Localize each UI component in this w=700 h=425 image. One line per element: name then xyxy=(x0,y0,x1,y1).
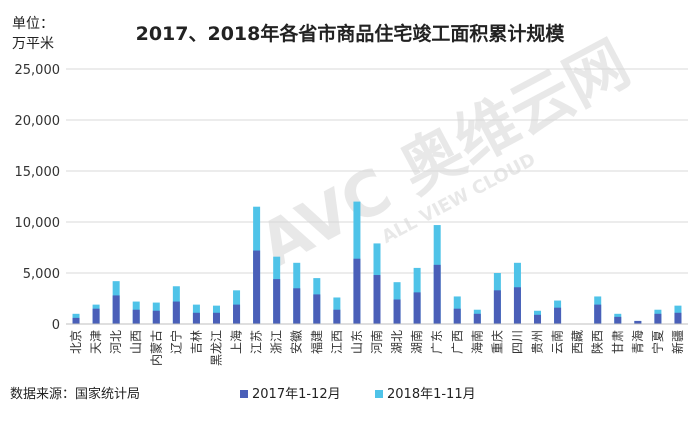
y-tick-label: 25,000 xyxy=(15,63,61,78)
legend-swatch-2018 xyxy=(375,390,383,398)
x-tick-label: 西藏 xyxy=(571,330,585,354)
x-tick-label: 吉林 xyxy=(189,330,203,354)
bar-2017-1 xyxy=(72,317,80,324)
x-tick-label: 甘肃 xyxy=(611,330,625,354)
x-tick-label: 福建 xyxy=(309,330,324,354)
bar-2017-6 xyxy=(172,301,180,324)
bar-2017-19 xyxy=(433,264,441,324)
unit-label-line2: 万平米 xyxy=(12,36,54,52)
x-tick-label: 安徽 xyxy=(289,330,304,354)
x-tick-label: 陕西 xyxy=(590,330,605,354)
bar-2017-24 xyxy=(534,314,542,324)
unit-label-line1: 单位： xyxy=(12,16,54,32)
x-tick-label: 云南 xyxy=(550,330,565,354)
x-tick-label: 内蒙古 xyxy=(148,330,163,366)
bar-2017-23 xyxy=(513,287,521,324)
x-axis-ticks: 北京 天津 河北 山西 内蒙古 辽宁 吉林 黑龙江 上海 江苏 浙江 安徽 福建 江西 山东 河南 湖北 湖南 广东… xyxy=(69,330,685,366)
x-tick-label: 辽宁 xyxy=(168,330,183,354)
x-tick-label: 广东 xyxy=(430,330,444,354)
x-tick-label: 上海 xyxy=(229,330,244,354)
x-tick-label: 广西 xyxy=(450,330,464,354)
bar-2017-17 xyxy=(393,299,401,324)
y-tick-label: 0 xyxy=(52,318,60,333)
bar-2017-20 xyxy=(453,308,461,324)
legend-label-2018: 2018年1-11月 xyxy=(387,387,476,402)
x-tick-label: 河南 xyxy=(369,330,384,354)
legend: 2017年1-12月 2018年1-11月 xyxy=(240,387,476,402)
x-tick-label: 黑龙江 xyxy=(209,330,223,366)
y-tick-label: 15,000 xyxy=(15,165,61,180)
source-note: 数据来源：国家统计局 xyxy=(10,386,140,402)
legend-label-2017: 2017年1-12月 xyxy=(252,387,341,402)
bar-2017-13 xyxy=(313,294,321,324)
x-tick-label: 江西 xyxy=(330,330,344,354)
bar-2017-27 xyxy=(594,304,602,324)
y-tick-label: 20,000 xyxy=(15,114,61,129)
bar-2017-9 xyxy=(233,304,241,324)
bar-2017-12 xyxy=(293,288,301,324)
bar-2017-22 xyxy=(493,290,501,324)
x-tick-label: 江苏 xyxy=(250,330,264,354)
bar-2017-31 xyxy=(674,312,682,324)
grid-layer xyxy=(66,68,688,274)
bar-2017-7 xyxy=(192,312,200,324)
bar-2017-8 xyxy=(212,312,220,324)
x-tick-label: 湖南 xyxy=(409,330,424,354)
bar-2017-16 xyxy=(373,275,381,324)
y-tick-label: 10,000 xyxy=(15,216,61,231)
bar-layer xyxy=(72,201,682,324)
x-tick-label: 新疆 xyxy=(670,330,685,354)
x-tick-label: 北京 xyxy=(69,330,83,354)
x-tick-label: 浙江 xyxy=(270,330,284,354)
bar-2017-15 xyxy=(353,258,361,324)
bar-2017-2 xyxy=(92,308,100,324)
y-axis-ticks: 0 5,000 10,000 15,000 20,000 25,000 xyxy=(15,63,61,333)
x-tick-label: 山东 xyxy=(350,330,364,354)
bar-2017-25 xyxy=(554,307,562,324)
bar-2017-30 xyxy=(654,313,662,324)
bar-2017-28 xyxy=(614,316,622,324)
bar-2017-18 xyxy=(413,292,421,324)
bar-2017-5 xyxy=(152,310,160,324)
bar-2017-4 xyxy=(132,309,140,324)
bar-2017-3 xyxy=(112,295,120,324)
bar-2017-10 xyxy=(253,250,261,324)
bar-2017-21 xyxy=(473,313,481,324)
x-tick-label: 山西 xyxy=(129,330,143,354)
x-tick-label: 四川 xyxy=(510,330,524,354)
bar-2017-11 xyxy=(273,279,281,324)
x-tick-label: 河北 xyxy=(109,330,123,354)
legend-swatch-2017 xyxy=(240,390,248,398)
x-tick-label: 贵州 xyxy=(531,330,545,354)
y-tick-label: 5,000 xyxy=(23,267,60,282)
x-tick-label: 天津 xyxy=(89,330,103,354)
chart-title: 2017、2018年各省市商品住宅竣工面积累计规模 xyxy=(136,22,566,45)
bar-2017-29 xyxy=(634,320,642,324)
x-tick-label: 重庆 xyxy=(490,330,504,354)
x-tick-label: 湖北 xyxy=(389,330,404,354)
x-tick-label: 青海 xyxy=(630,330,645,354)
x-tick-label: 宁夏 xyxy=(650,330,665,354)
bar-2017-14 xyxy=(333,309,341,324)
x-tick-label: 海南 xyxy=(469,330,484,354)
